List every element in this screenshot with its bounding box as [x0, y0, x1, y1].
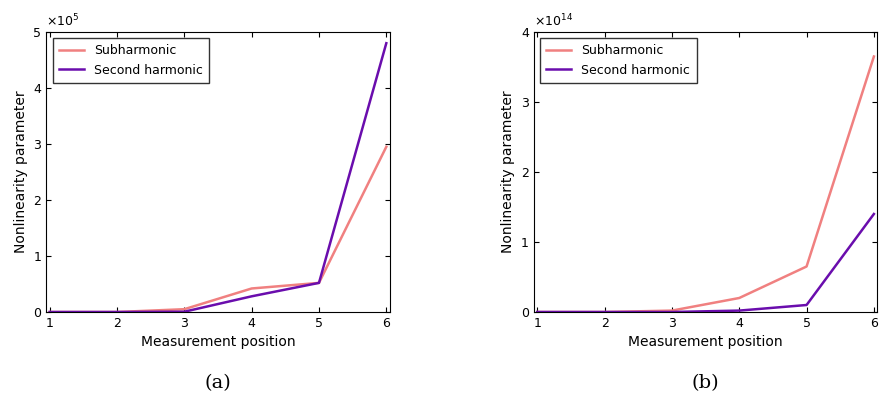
Y-axis label: Nonlinearity parameter: Nonlinearity parameter: [501, 91, 516, 253]
Text: $\times 10^{14}$: $\times 10^{14}$: [534, 12, 573, 29]
X-axis label: Measurement position: Measurement position: [141, 336, 295, 350]
Line: Subharmonic: Subharmonic: [537, 56, 874, 312]
Second harmonic: [381, 41, 392, 46]
Second harmonic: [599, 310, 610, 314]
Second harmonic: [246, 294, 257, 299]
Second harmonic: [532, 310, 542, 314]
Subharmonic: [112, 310, 122, 314]
Second harmonic: [734, 308, 745, 313]
Second harmonic: [869, 212, 880, 216]
Legend: Subharmonic, Second harmonic: Subharmonic, Second harmonic: [541, 38, 697, 83]
Second harmonic: [314, 280, 325, 285]
Subharmonic: [801, 264, 812, 269]
Subharmonic: [599, 310, 610, 314]
Second harmonic: [801, 303, 812, 308]
Second harmonic: [666, 310, 677, 314]
Subharmonic: [734, 296, 745, 300]
Subharmonic: [869, 54, 880, 59]
Second harmonic: [45, 310, 55, 314]
Subharmonic: [179, 307, 190, 312]
Subharmonic: [45, 310, 55, 314]
Legend: Subharmonic, Second harmonic: Subharmonic, Second harmonic: [53, 38, 209, 83]
Y-axis label: Nonlinearity parameter: Nonlinearity parameter: [14, 91, 28, 253]
Second harmonic: [179, 309, 190, 314]
Text: (b): (b): [692, 374, 719, 392]
Second harmonic: [112, 310, 122, 314]
Line: Subharmonic: Subharmonic: [50, 147, 386, 312]
Text: $\times 10^{5}$: $\times 10^{5}$: [46, 12, 79, 29]
X-axis label: Measurement position: Measurement position: [628, 336, 783, 350]
Subharmonic: [314, 280, 325, 285]
Subharmonic: [532, 310, 542, 314]
Subharmonic: [246, 286, 257, 291]
Subharmonic: [381, 144, 392, 149]
Text: (a): (a): [204, 374, 231, 392]
Subharmonic: [666, 308, 677, 313]
Line: Second harmonic: Second harmonic: [537, 214, 874, 312]
Line: Second harmonic: Second harmonic: [50, 43, 386, 312]
